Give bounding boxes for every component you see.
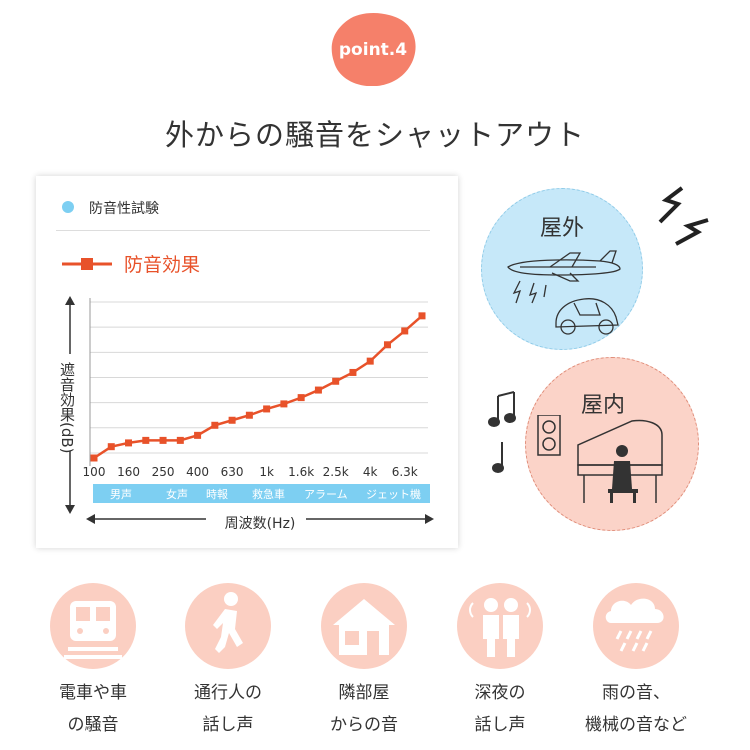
caption-line-2: 話し声 — [202, 715, 254, 735]
data-point — [176, 436, 184, 444]
sound-source-label: アラーム — [304, 488, 348, 501]
x-tick-label: 630 — [220, 465, 244, 479]
noise-source-icon-circle — [185, 583, 271, 669]
legend-divider — [56, 230, 430, 231]
x-tick-label: 6.3k — [391, 465, 418, 479]
caption-line-1: 深夜の — [474, 683, 526, 703]
caption-line-2: からの音 — [330, 715, 398, 735]
rain-cloud-icon — [605, 598, 664, 652]
data-point — [107, 443, 115, 451]
page-title: 外からの騒音をシャットアウト — [164, 118, 585, 152]
noise-source-icon-circle — [50, 583, 136, 669]
x-tick-label: 400 — [186, 465, 210, 479]
piano-speaker-icon — [537, 415, 663, 503]
data-point — [211, 421, 219, 429]
caption-line-2: 話し声 — [474, 715, 526, 735]
sound-source-label: 男声 — [110, 488, 132, 501]
noise-source-icon-circle — [457, 583, 543, 669]
noise-source-icon-circle — [593, 583, 679, 669]
train-car-icon — [64, 601, 122, 659]
noise-source-caption: 通行人の 話し声 — [153, 677, 303, 741]
data-point — [125, 439, 133, 447]
data-point — [401, 327, 409, 335]
data-point — [314, 386, 322, 394]
x-tick-label: 100 — [82, 465, 106, 479]
x-tick-label: 160 — [117, 465, 140, 479]
line-chart — [89, 298, 428, 466]
airplane-car-icon — [507, 250, 621, 335]
data-point — [366, 357, 374, 365]
legend-line-marker-icon — [62, 258, 112, 270]
indoor-label: 屋内 — [581, 393, 626, 418]
caption-line-1: 隣部屋 — [338, 683, 390, 703]
x-tick-label: 1.6k — [288, 465, 315, 479]
legend-dot-icon — [62, 201, 74, 213]
point-badge — [331, 13, 416, 86]
sound-source-label: 救急車 — [252, 488, 285, 501]
x-tick-label: 4k — [362, 465, 378, 479]
music-notes-icon — [488, 391, 516, 473]
legend-label-effect: 防音効果 — [124, 254, 201, 276]
noise-source-caption: 深夜の 話し声 — [425, 677, 575, 741]
data-point — [297, 394, 305, 402]
y-axis-label: 遮音効果(dB) — [58, 362, 76, 454]
noise-source-caption: 雨の音、機械の音など — [561, 677, 711, 741]
x-tick-label: 250 — [151, 465, 175, 479]
caption-line-2: の騒音 — [67, 715, 119, 735]
badge-label: point.4 — [338, 40, 408, 60]
data-point — [245, 411, 253, 419]
data-point — [263, 405, 271, 413]
walking-person-icon — [213, 592, 243, 653]
x-axis-arrow — [86, 514, 434, 524]
y-axis-arrow — [65, 296, 75, 514]
data-point — [142, 436, 150, 444]
sound-source-label: 時報 — [206, 488, 228, 501]
noise-source-caption: 電車や車 の騒音 — [18, 677, 168, 741]
legend-label-test: 防音性試験 — [89, 201, 159, 217]
talking-people-icon — [469, 598, 531, 657]
sound-source-band — [93, 484, 430, 503]
house-icon — [333, 599, 395, 655]
sound-source-label: ジェット機 — [366, 488, 421, 501]
caption-line-1: 通行人の — [194, 683, 262, 703]
x-axis-label: 周波数(Hz) — [224, 516, 296, 532]
caption-line-1: 電車や車 — [59, 683, 127, 703]
data-point — [159, 436, 167, 444]
data-point — [90, 454, 98, 462]
caption-line-1: 雨の音、 — [602, 683, 670, 703]
data-point — [280, 400, 288, 408]
data-point — [228, 416, 236, 424]
data-point — [332, 377, 340, 385]
x-tick-label: 2.5k — [322, 465, 349, 479]
caption-line-2: 機械の音など — [585, 715, 687, 735]
data-point — [194, 431, 202, 439]
data-point — [349, 368, 357, 376]
data-point — [418, 312, 426, 320]
lightning-icon — [658, 186, 709, 246]
x-tick-label: 1k — [259, 465, 274, 479]
noise-source-icon-circle — [321, 583, 407, 669]
series-line-soundproof-effect — [93, 314, 423, 460]
data-point — [383, 341, 391, 349]
noise-source-caption: 隣部屋 からの音 — [289, 677, 439, 741]
sound-source-label: 女声 — [166, 488, 188, 501]
outdoor-label: 屋外 — [540, 216, 585, 241]
